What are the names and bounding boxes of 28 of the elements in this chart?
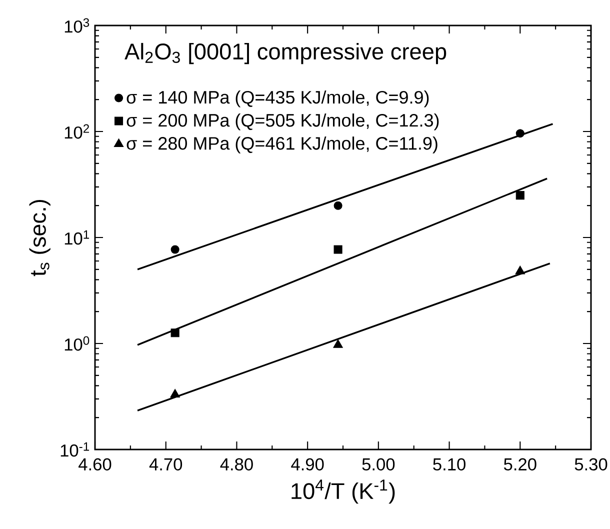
point — [516, 129, 524, 138]
y-tick-label: 10$^{1}$ — [64, 230, 90, 245]
point — [515, 266, 526, 274]
point — [334, 245, 342, 254]
x-tick-label: 4.70 — [149, 458, 182, 470]
y-tick-label: 10$^{2}$ — [64, 124, 90, 139]
legend-label: σ = 280 MPa (Q=461 KJ/mole, C=11.9) — [126, 136, 438, 154]
point — [170, 328, 180, 338]
x-tick-label: 5.00 — [362, 458, 395, 470]
x-tick-label: 5.20 — [504, 458, 536, 470]
legend-label: σ = 200 MPa (Q=505 KJ/mole, C=12.3) — [126, 114, 439, 130]
x-axis-title: 10$^{4}$/T (K$^{-1}$) — [292, 480, 395, 504]
y-tick-label: 10$^{3}$ — [64, 18, 90, 33]
x-tick-label: 4.90 — [291, 458, 324, 470]
point — [516, 191, 524, 200]
point — [334, 201, 342, 210]
y-axis-title: t$_{s}$ (sec.) — [29, 200, 50, 276]
y-tick-label: 10$^{-1}$ — [60, 442, 90, 457]
x-tick-label: 5.30 — [574, 458, 608, 470]
x-tick-label: 5.10 — [433, 458, 466, 470]
point — [170, 245, 180, 254]
point — [170, 388, 180, 398]
y-tick-label: 10$^{0}$ — [64, 336, 90, 351]
x-tick-label: 4.80 — [220, 458, 253, 470]
text: Al$_{2}$O$_{3}$ [0001] compressive creep — [124, 42, 446, 64]
x-tick-label: 4.60 — [78, 458, 112, 470]
point — [333, 339, 343, 348]
legend-label: σ = 140 MPa (Q=435 KJ/mole, C=9.9) — [126, 90, 429, 108]
